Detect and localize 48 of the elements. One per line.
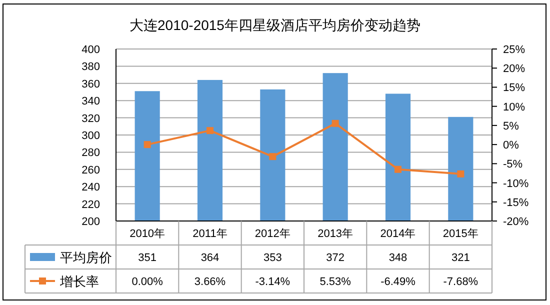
data-label: -6.49% xyxy=(380,276,416,288)
data-label: 321 xyxy=(451,252,470,264)
x-tick-label: 2014年 xyxy=(380,228,416,240)
y-tick-label: 300 xyxy=(82,130,100,142)
legend-label: 平均房价 xyxy=(60,250,112,265)
y-tick-label: 320 xyxy=(82,112,100,125)
y2-tick-label: -10% xyxy=(503,178,529,190)
point xyxy=(206,127,214,134)
point xyxy=(332,120,339,127)
data-label: 353 xyxy=(263,252,282,264)
x-tick-label: 2012年 xyxy=(254,228,290,240)
x-tick-label: 2013年 xyxy=(318,228,354,240)
point xyxy=(269,153,276,160)
data-label: 5.53% xyxy=(320,276,352,288)
y-tick-label: 220 xyxy=(82,198,100,211)
y2-tick-label: 15% xyxy=(503,82,526,94)
y-tick-label: 260 xyxy=(82,164,100,176)
y-tick-label: 400 xyxy=(82,44,100,56)
y2-tick-label: -5% xyxy=(503,158,523,171)
x-tick-label: 2011年 xyxy=(192,228,228,240)
data-label: 3.66% xyxy=(194,276,226,288)
point xyxy=(394,166,402,173)
data-label: 0.00% xyxy=(132,276,164,288)
data-label: -3.14% xyxy=(255,276,290,288)
y-tick-label: 280 xyxy=(82,147,100,160)
y2-tick-label: -15% xyxy=(503,196,529,209)
data-label: 351 xyxy=(138,252,157,264)
legend-label: 增长率 xyxy=(59,274,99,289)
point xyxy=(457,170,464,178)
y-tick-label: 340 xyxy=(82,96,100,108)
y2-tick-label: -20% xyxy=(503,216,529,228)
title: 大连2010-2015年四星级酒店平均房价变动趋势 xyxy=(130,17,420,33)
y2-tick-label: 0% xyxy=(503,140,520,152)
y2-tick-label: 20% xyxy=(503,63,526,76)
y-tick-label: 200 xyxy=(82,216,100,228)
data-label: 364 xyxy=(200,252,220,264)
y-tick-label: 380 xyxy=(82,61,100,74)
data-label: 348 xyxy=(388,252,408,264)
y-tick-label: 240 xyxy=(82,182,100,194)
y-tick-label: 360 xyxy=(82,78,100,90)
y2-tick-label: 25% xyxy=(503,44,526,56)
x-tick-label: 2010年 xyxy=(130,228,166,240)
y2-tick-label: 10% xyxy=(503,101,526,114)
point xyxy=(144,141,151,148)
data-label: 372 xyxy=(326,252,345,264)
y2-tick-label: 5% xyxy=(503,120,520,132)
x-tick-label: 2015年 xyxy=(442,228,478,240)
data-label: -7.68% xyxy=(443,276,478,288)
